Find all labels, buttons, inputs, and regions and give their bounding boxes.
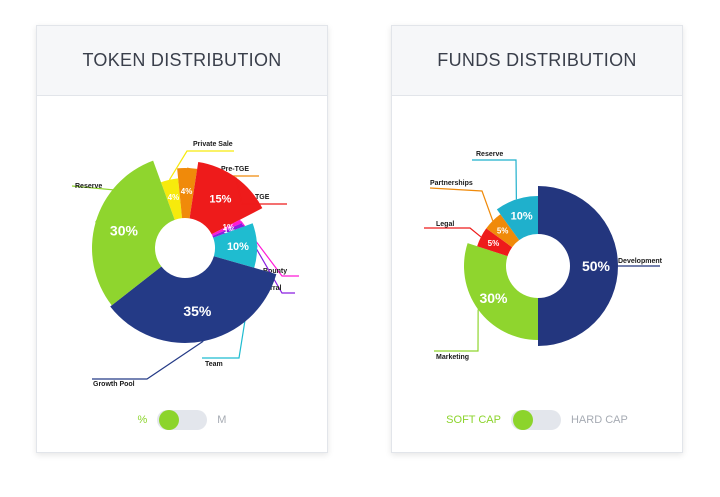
slice-category-label: Bounty (263, 268, 287, 275)
token-distribution-card: TOKEN DISTRIBUTION 4% Private Sale 4% Pre-T… (36, 25, 328, 453)
leader-line (235, 177, 287, 205)
slice-partnerships (486, 214, 520, 248)
leader-line (424, 227, 482, 238)
slice-marketing (464, 243, 538, 340)
slice-development (538, 186, 618, 346)
toggle-knob[interactable] (159, 410, 180, 430)
slice-value-label: 1% (223, 223, 235, 232)
funds-distribution-chart: 50% Development 30% Marketing 5% Legal 5% Partn… (424, 151, 663, 361)
toggle-option-m[interactable]: M (217, 414, 227, 426)
slice-category-label: Partnerships (430, 180, 473, 187)
slice-value-label: 10% (227, 241, 249, 253)
toggle-option-soft-cap[interactable]: SOFT CAP (446, 414, 501, 426)
slice-bounty (211, 219, 242, 236)
slice-value-label: 10% (511, 210, 533, 222)
slice-category-label: Legal (436, 221, 454, 228)
slice-value-label: 35% (183, 303, 212, 319)
token-unit-toggle: % M (37, 408, 327, 432)
slice-category-label: Reserve (476, 151, 503, 158)
slice-referral (212, 223, 244, 238)
slice-category-label: Development (618, 258, 663, 265)
slice-category-label: Growth Pool (93, 381, 135, 388)
slice-category-label: Reserve (75, 183, 102, 190)
slice-private-sale (160, 178, 183, 220)
slice-growth-pool (110, 256, 277, 344)
slice-value-label: 4% (168, 193, 180, 202)
funds-distribution-title: FUNDS DISTRIBUTION (392, 26, 682, 96)
slice-value-label: 30% (479, 290, 508, 306)
slice-value-label: 5% (488, 239, 500, 248)
toggle-switch[interactable] (157, 410, 208, 430)
slice-team (213, 223, 257, 268)
slice-value-label: 4% (181, 187, 193, 196)
toggle-option-percent[interactable]: % (137, 414, 148, 426)
slice-category-label: TGE (255, 194, 270, 201)
slice-value-label: 15% (209, 194, 231, 206)
slice-value-label: 5% (497, 226, 509, 235)
slice-category-label: Team (205, 361, 223, 368)
toggle-knob[interactable] (512, 410, 533, 430)
slice-category-label: Private Sale (193, 141, 233, 148)
slice-reserve (496, 196, 538, 241)
leader-line (168, 150, 234, 181)
slice-legal (477, 228, 513, 257)
leader-line (71, 185, 117, 223)
slice-reserve (92, 160, 175, 306)
token-distribution-chart: 4%Private Sale4%Pre-TGE15%TGE1%Bounty1%R… (71, 141, 299, 388)
slice-category-label: Pre-TGE (221, 166, 249, 173)
slice-value-label: 30% (110, 222, 139, 238)
leader-line (429, 187, 494, 221)
slice-tge (189, 162, 263, 235)
toggle-switch[interactable] (510, 410, 561, 430)
funds-cap-toggle: SOFT CAP HARD CAP (392, 408, 682, 432)
leader-line (434, 309, 479, 352)
toggle-option-hard-cap[interactable]: HARD CAP (570, 414, 628, 426)
slice-category-label: Marketing (436, 354, 469, 361)
slice-value-label: 1% (224, 226, 236, 235)
leader-line (472, 159, 517, 200)
funds-distribution-card: FUNDS DISTRIBUTION 50% Development 30% Mark… (391, 25, 683, 453)
slice-pre-tge (177, 168, 198, 219)
slice-value-label: 50% (582, 258, 611, 274)
leader-line (92, 340, 204, 380)
token-distribution-title: TOKEN DISTRIBUTION (37, 26, 327, 96)
